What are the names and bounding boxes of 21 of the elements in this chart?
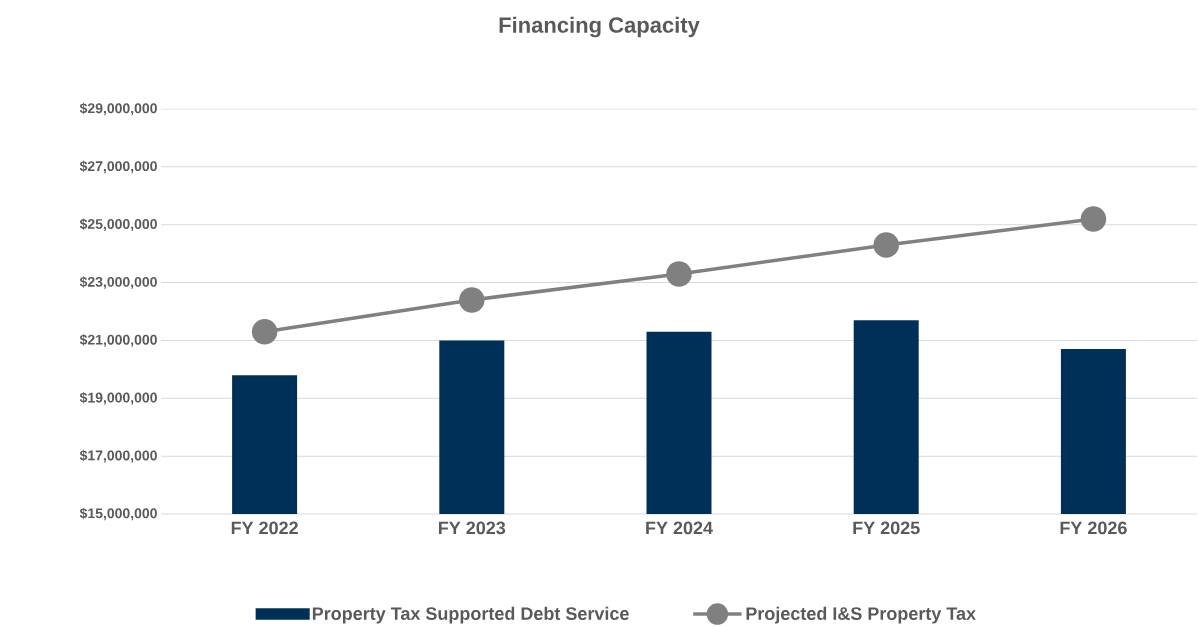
x-tick-label: FY 2023	[438, 521, 506, 535]
y-tick-label: $19,000,000	[79, 392, 157, 405]
y-tick-label: $25,000,000	[79, 218, 157, 231]
y-tick-label: $27,000,000	[79, 160, 157, 174]
x-tick-label: FY 2024	[646, 521, 713, 535]
legend-label: Property Tax Supported Debt Service	[312, 606, 629, 624]
point	[1080, 206, 1107, 232]
point	[666, 261, 692, 287]
y-tick-label: $29,000,000	[79, 102, 157, 116]
legend-label: Projected I&S Property Tax	[746, 606, 976, 624]
point	[873, 232, 899, 258]
point	[251, 319, 278, 345]
x-tick-label: FY 2025	[853, 521, 920, 535]
x-tick-label: FY 2026	[1060, 521, 1127, 535]
y-tick-label: $17,000,000	[79, 449, 157, 463]
y-tick-label: $23,000,000	[79, 276, 157, 289]
chart-title: Financing Capacity	[499, 16, 700, 38]
x-tick-label: FY 2022	[231, 521, 298, 535]
point	[459, 287, 485, 313]
y-tick-label: $21,000,000	[79, 334, 157, 347]
y-tick-label: $15,000,000	[79, 507, 157, 521]
